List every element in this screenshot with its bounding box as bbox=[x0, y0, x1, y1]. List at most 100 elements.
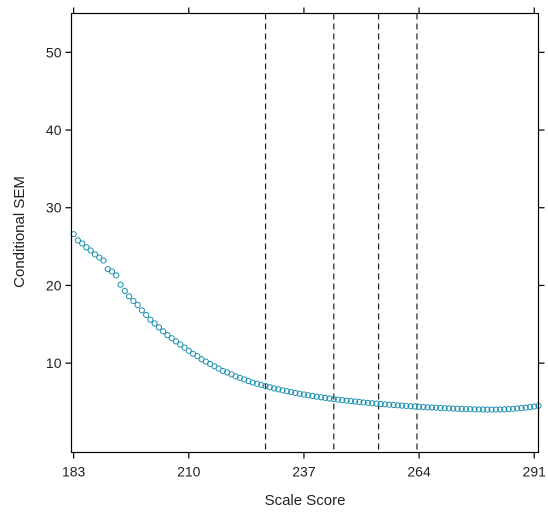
data-point bbox=[420, 403, 427, 411]
data-point bbox=[313, 393, 320, 400]
data-point bbox=[309, 392, 316, 400]
data-point bbox=[526, 403, 534, 411]
data-point bbox=[398, 402, 406, 409]
x-tick-label: 210 bbox=[177, 464, 201, 480]
data-point bbox=[125, 293, 133, 300]
data-point bbox=[194, 353, 201, 360]
data-point bbox=[168, 335, 175, 342]
data-point bbox=[518, 404, 525, 412]
data-point bbox=[275, 386, 282, 393]
data-point bbox=[386, 401, 393, 408]
data-point bbox=[96, 254, 103, 261]
data-point bbox=[130, 297, 137, 305]
y-axis-ticks: 10 20 30 40 50 bbox=[46, 44, 545, 371]
data-point bbox=[390, 401, 397, 409]
y-tick-label: 40 bbox=[46, 122, 62, 138]
data-point bbox=[292, 389, 299, 397]
data-point bbox=[347, 397, 354, 405]
data-point bbox=[373, 400, 380, 407]
data-point bbox=[100, 257, 107, 264]
data-point bbox=[91, 251, 99, 258]
y-tick-label: 30 bbox=[46, 200, 62, 216]
data-point bbox=[160, 328, 167, 335]
data-point bbox=[87, 247, 94, 254]
data-point bbox=[258, 381, 265, 389]
data-point bbox=[108, 268, 116, 275]
data-point bbox=[279, 387, 286, 394]
data-point bbox=[428, 404, 435, 411]
data-point bbox=[117, 281, 124, 288]
y-tick-label: 50 bbox=[46, 44, 62, 60]
data-point bbox=[262, 382, 269, 390]
data-point bbox=[394, 402, 401, 409]
data-point bbox=[164, 332, 171, 339]
data-point bbox=[467, 406, 474, 413]
data-point bbox=[445, 405, 453, 412]
data-points bbox=[70, 231, 542, 413]
data-point bbox=[300, 391, 308, 398]
data-point bbox=[462, 405, 470, 413]
data-point bbox=[185, 347, 192, 354]
data-point bbox=[497, 406, 504, 413]
data-point bbox=[471, 406, 478, 413]
data-point bbox=[334, 396, 342, 403]
data-point bbox=[74, 237, 81, 244]
data-point bbox=[253, 380, 261, 387]
data-point bbox=[484, 406, 491, 413]
cut-score-lines bbox=[264, 13, 418, 453]
data-point bbox=[172, 338, 180, 345]
data-point bbox=[364, 399, 372, 406]
data-point bbox=[352, 398, 359, 405]
data-point bbox=[411, 403, 418, 410]
y-tick-label: 20 bbox=[46, 277, 62, 293]
data-point bbox=[283, 388, 290, 395]
x-axis-ticks: 183 210 237 264 291 bbox=[62, 7, 547, 480]
data-point bbox=[381, 401, 389, 408]
data-point bbox=[155, 324, 163, 331]
x-tick-label: 183 bbox=[62, 464, 86, 480]
x-axis-title: Scale Score bbox=[265, 492, 346, 509]
data-point bbox=[177, 341, 184, 348]
data-point bbox=[437, 404, 444, 412]
data-point bbox=[266, 384, 273, 391]
data-point bbox=[356, 398, 363, 406]
data-point bbox=[403, 402, 410, 410]
data-point bbox=[83, 244, 90, 251]
data-point bbox=[424, 404, 431, 411]
x-tick-label: 291 bbox=[523, 464, 547, 480]
data-point bbox=[522, 404, 529, 411]
data-point bbox=[151, 320, 158, 327]
data-point bbox=[479, 406, 487, 413]
data-point bbox=[360, 399, 367, 406]
data-point bbox=[433, 404, 440, 411]
plot-frame bbox=[70, 12, 540, 454]
data-point bbox=[458, 405, 465, 413]
data-point bbox=[339, 397, 346, 404]
data-point bbox=[343, 397, 350, 404]
data-point bbox=[441, 405, 448, 412]
data-point bbox=[450, 405, 457, 412]
data-point bbox=[475, 406, 482, 413]
data-point bbox=[288, 389, 295, 396]
data-point bbox=[143, 311, 150, 319]
data-point bbox=[369, 400, 376, 407]
data-point bbox=[415, 403, 423, 410]
x-tick-label: 237 bbox=[292, 464, 316, 480]
data-point bbox=[270, 385, 278, 392]
data-point bbox=[377, 400, 384, 408]
data-point bbox=[296, 390, 303, 397]
data-point bbox=[492, 406, 499, 413]
data-point bbox=[79, 240, 86, 247]
data-point bbox=[509, 405, 517, 412]
data-point bbox=[514, 405, 521, 412]
y-tick-label: 10 bbox=[46, 355, 62, 371]
data-point bbox=[138, 307, 145, 314]
data-point bbox=[330, 395, 337, 403]
data-point bbox=[326, 395, 333, 402]
data-point bbox=[505, 406, 512, 413]
data-point bbox=[113, 272, 120, 279]
data-point bbox=[121, 287, 128, 294]
data-point bbox=[249, 379, 256, 386]
data-point bbox=[147, 316, 154, 323]
